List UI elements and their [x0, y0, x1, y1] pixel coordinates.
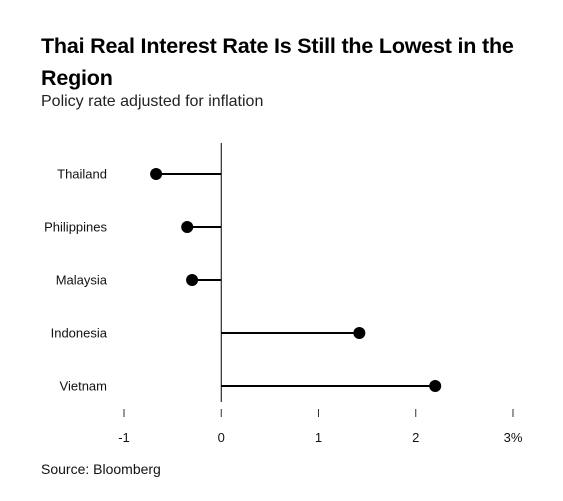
x-tick-label: 3% — [504, 430, 523, 445]
x-tick-label: -1 — [118, 430, 130, 445]
category-label: Thailand — [57, 167, 107, 182]
x-tick-label: 2 — [412, 430, 419, 445]
lollipop-point — [186, 274, 199, 286]
x-tick-label: 0 — [218, 430, 225, 445]
category-label: Malaysia — [56, 273, 108, 288]
category-label: Indonesia — [51, 326, 108, 341]
chart-subtitle: Policy rate adjusted for inflation — [41, 93, 264, 110]
x-tick-label: 1 — [315, 430, 322, 445]
chart-title: Thai Real Interest Rate Is Still the Low… — [41, 34, 514, 90]
lollipop-point — [429, 380, 442, 392]
lollipop-point — [353, 327, 366, 339]
lollipop-point — [150, 168, 163, 180]
category-label: Philippines — [44, 220, 107, 235]
source-note: Source: Bloomberg — [41, 461, 161, 477]
lollipop-point — [181, 221, 194, 233]
category-label: Vietnam — [60, 379, 107, 394]
